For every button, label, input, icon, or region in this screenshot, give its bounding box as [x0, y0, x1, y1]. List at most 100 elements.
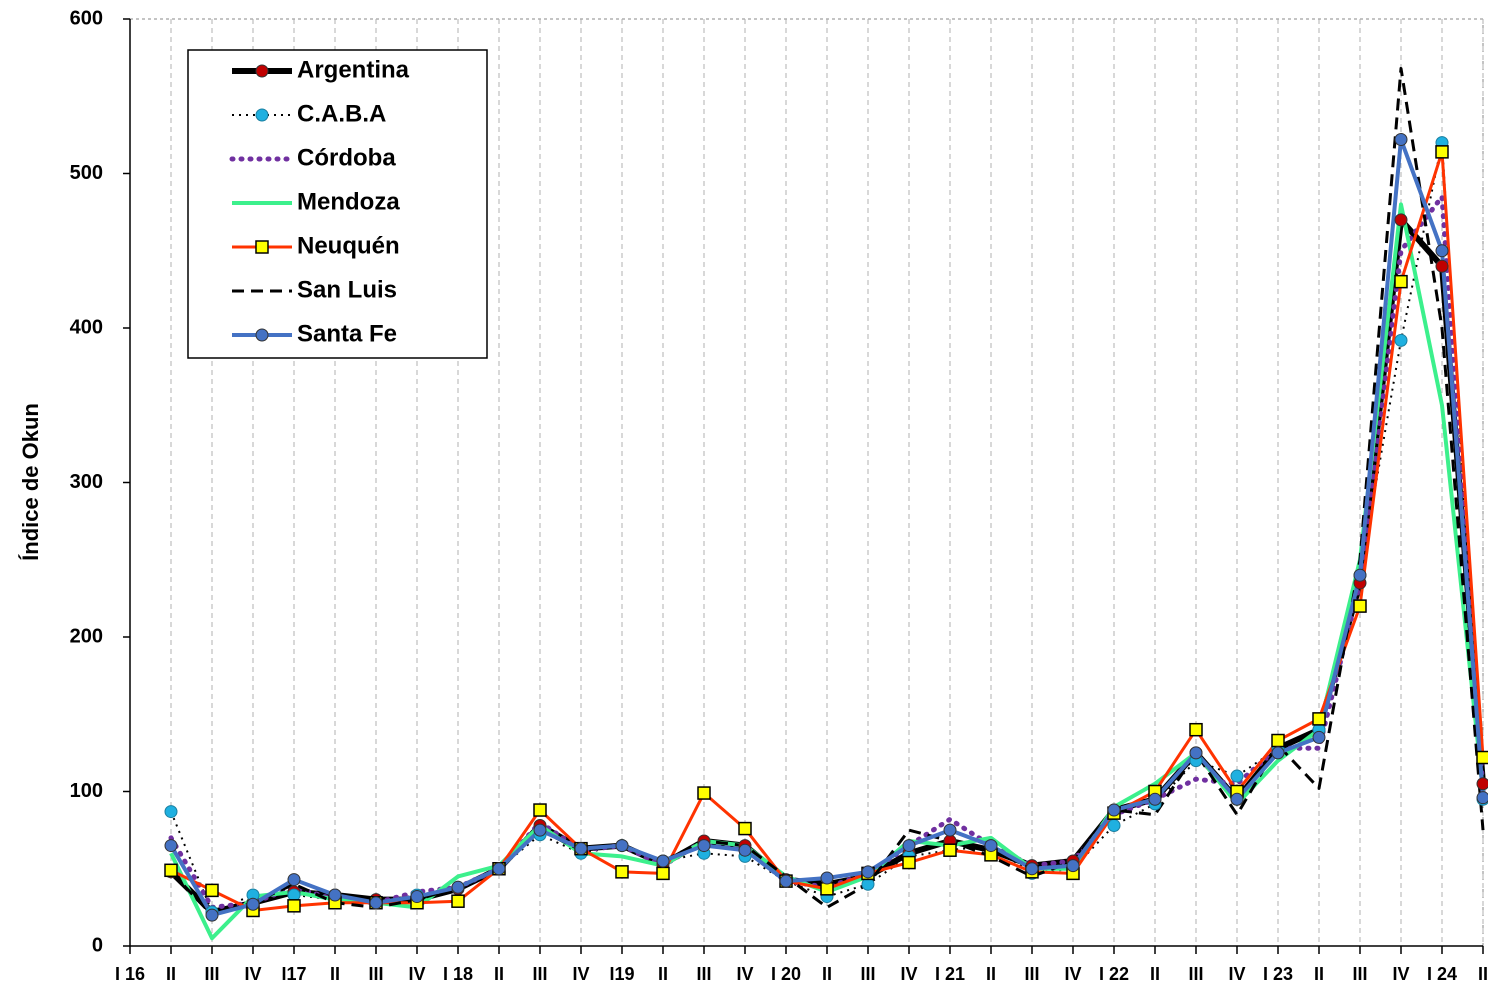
- marker: [451, 894, 465, 908]
- x-tick-label: IV: [1392, 964, 1409, 984]
- marker: [1394, 333, 1408, 347]
- x-tick-label: III: [860, 964, 875, 984]
- x-tick-label: I 20: [771, 964, 801, 984]
- marker: [492, 862, 506, 876]
- y-tick-label: 400: [70, 316, 103, 338]
- marker: [902, 855, 916, 870]
- marker: [1476, 750, 1488, 765]
- x-tick-label: I 23: [1263, 964, 1293, 984]
- marker: [820, 882, 834, 896]
- x-tick-label: II: [494, 964, 504, 984]
- marker: [861, 865, 875, 879]
- x-tick-label: IV: [572, 964, 589, 984]
- x-tick-label: IV: [1228, 964, 1245, 984]
- marker: [656, 866, 670, 881]
- x-tick-label: II: [822, 964, 832, 984]
- marker: [738, 821, 752, 836]
- x-tick-label: IV: [244, 964, 261, 984]
- marker: [328, 888, 342, 902]
- marker: [1312, 730, 1326, 744]
- marker: [1230, 792, 1244, 806]
- x-tick-label: III: [696, 964, 711, 984]
- marker: [1435, 145, 1449, 159]
- marker: [164, 805, 178, 819]
- x-tick-label: II: [1478, 964, 1488, 984]
- marker: [369, 896, 383, 910]
- marker: [1271, 733, 1285, 748]
- x-tick-label: II: [1314, 964, 1324, 984]
- marker: [205, 883, 219, 898]
- x-tick-label: I 22: [1099, 964, 1129, 984]
- x-tick-label: II: [166, 964, 176, 984]
- x-tick-label: I 16: [115, 964, 145, 984]
- marker: [656, 854, 670, 868]
- x-tick-label: I 21: [935, 964, 965, 984]
- marker: [1312, 712, 1326, 726]
- x-tick-label: II: [1150, 964, 1160, 984]
- marker: [1353, 568, 1367, 582]
- marker: [1353, 599, 1367, 613]
- legend-marker: [255, 64, 269, 78]
- marker: [1107, 818, 1121, 832]
- marker: [1230, 769, 1244, 783]
- marker: [943, 823, 957, 837]
- x-tick-label: II: [986, 964, 996, 984]
- marker: [902, 839, 916, 853]
- marker: [615, 839, 629, 853]
- marker: [1394, 213, 1408, 227]
- legend-marker: [255, 328, 269, 342]
- x-tick-label: III: [204, 964, 219, 984]
- x-tick-label: III: [1188, 964, 1203, 984]
- legend-label: Mendoza: [297, 188, 400, 215]
- marker: [533, 803, 547, 817]
- marker: [1189, 722, 1203, 737]
- x-tick-label: I 18: [443, 964, 473, 984]
- x-tick-label: IV: [1064, 964, 1081, 984]
- marker: [164, 839, 178, 853]
- x-tick-label: III: [1024, 964, 1039, 984]
- marker: [1025, 862, 1039, 876]
- legend-label: San Luis: [297, 276, 397, 303]
- marker: [205, 908, 219, 922]
- marker: [697, 786, 711, 800]
- marker: [738, 843, 752, 857]
- marker: [779, 874, 793, 888]
- x-tick-label: II: [330, 964, 340, 984]
- marker: [615, 865, 629, 879]
- marker: [1271, 746, 1285, 760]
- marker: [1476, 791, 1488, 805]
- marker: [1107, 803, 1121, 817]
- marker: [1394, 274, 1408, 289]
- y-tick-label: 500: [70, 162, 103, 184]
- legend-label: Argentina: [297, 56, 410, 83]
- x-tick-label: II: [658, 964, 668, 984]
- marker: [1148, 792, 1162, 806]
- y-tick-label: 200: [70, 625, 103, 647]
- marker: [1189, 746, 1203, 760]
- x-tick-label: I19: [609, 964, 634, 984]
- marker: [1394, 133, 1408, 147]
- legend-marker: [255, 108, 269, 122]
- y-tick-label: 100: [70, 780, 103, 802]
- marker: [287, 899, 301, 913]
- x-tick-label: I17: [281, 964, 306, 984]
- legend-label: Córdoba: [297, 144, 396, 171]
- marker: [1476, 777, 1488, 791]
- marker: [164, 863, 178, 878]
- marker: [1435, 244, 1449, 258]
- legend-label: Neuquén: [297, 232, 400, 259]
- legend-label: Santa Fe: [297, 320, 397, 347]
- marker: [574, 842, 588, 856]
- marker: [410, 890, 424, 904]
- y-tick-label: 0: [92, 934, 103, 956]
- marker: [451, 880, 465, 894]
- y-tick-label: 600: [70, 7, 103, 29]
- legend: Argentina C.A.B.A Córdoba Mendoza Neuquén San…: [187, 49, 488, 359]
- marker: [533, 823, 547, 837]
- x-tick-label: IV: [736, 964, 753, 984]
- y-axis-label: Índice de Okun: [18, 403, 43, 561]
- marker: [246, 897, 260, 911]
- marker: [697, 839, 711, 853]
- x-tick-label: I 24: [1427, 964, 1457, 984]
